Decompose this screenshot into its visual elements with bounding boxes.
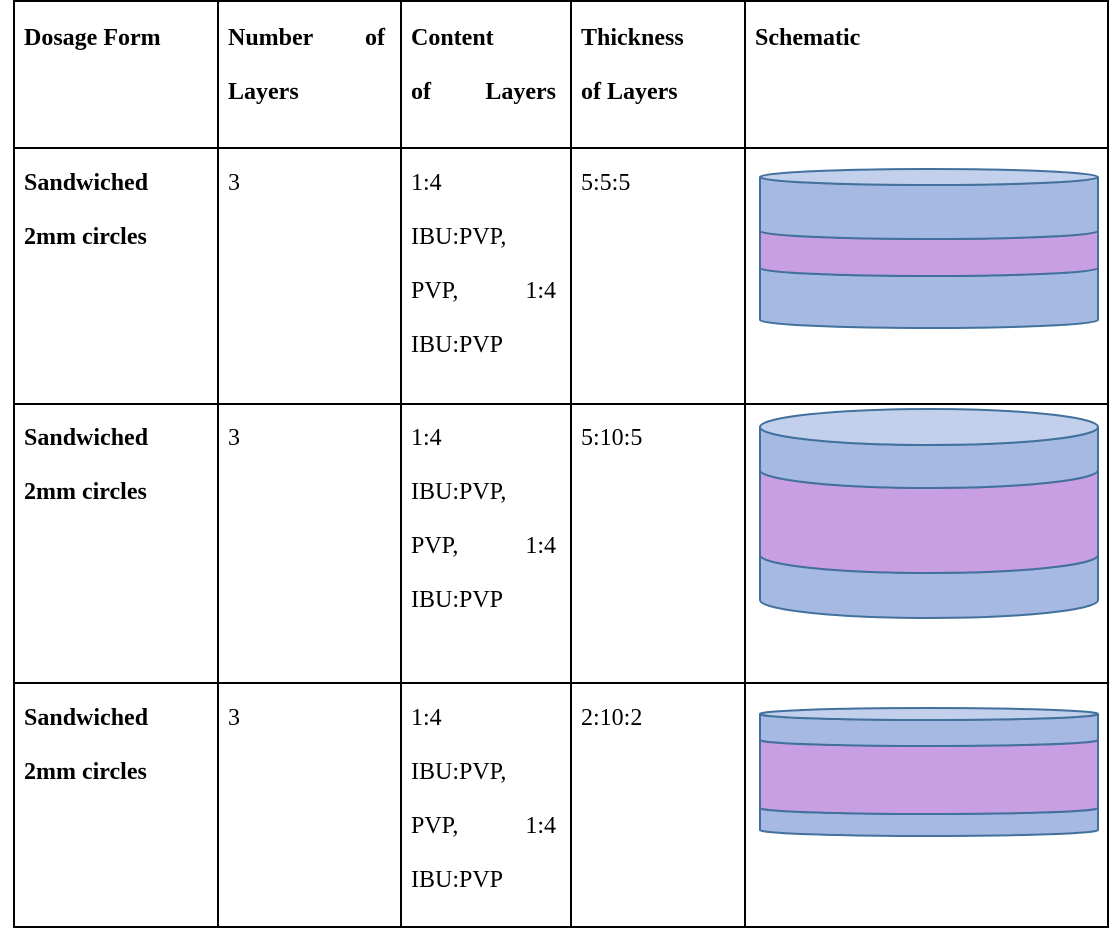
table-cell: IBU:PVP <box>411 587 504 613</box>
header-cell: of Layers <box>411 79 556 105</box>
header-cell: of Layers <box>581 79 678 105</box>
table-cell: Sandwiched <box>24 705 149 731</box>
schematic <box>759 408 1099 619</box>
header-cell: Schematic <box>755 25 861 51</box>
table-cell: IBU:PVP <box>411 332 504 358</box>
schematic <box>759 707 1099 837</box>
table-cell: Sandwiched <box>24 425 149 451</box>
table-cell: 2mm circles <box>24 224 147 250</box>
table-cell: 3 <box>228 425 240 451</box>
header-cell: Content <box>411 25 494 51</box>
table-cell: PVP, 1:4 <box>411 278 556 304</box>
header-cell: Dosage Form <box>24 25 161 51</box>
table-cell: 2:10:2 <box>581 705 643 731</box>
table-cell: Sandwiched <box>24 170 149 196</box>
table-cell: 1:4 <box>411 170 442 196</box>
table-cell: PVP, 1:4 <box>411 533 556 559</box>
table-cell: 5:5:5 <box>581 170 631 196</box>
borders <box>13 0 1109 928</box>
table-cell: IBU:PVP, <box>411 224 507 250</box>
table-cell: 5:10:5 <box>581 425 643 451</box>
table-cell: IBU:PVP, <box>411 479 507 505</box>
table-cell: 1:4 <box>411 425 442 451</box>
table-cell: IBU:PVP <box>411 867 504 893</box>
table-cell: 1:4 <box>411 705 442 731</box>
table-cell: 3 <box>228 170 240 196</box>
table-cell: 3 <box>228 705 240 731</box>
table-cell: PVP, 1:4 <box>411 813 556 839</box>
schematic <box>759 168 1099 329</box>
header-cell: Thickness <box>581 25 684 51</box>
header-cell: Number of <box>228 25 385 51</box>
table-cell: 2mm circles <box>24 479 147 505</box>
table-cell: 2mm circles <box>24 759 147 785</box>
table-cell: IBU:PVP, <box>411 759 507 785</box>
header-cell: Layers <box>228 79 299 105</box>
